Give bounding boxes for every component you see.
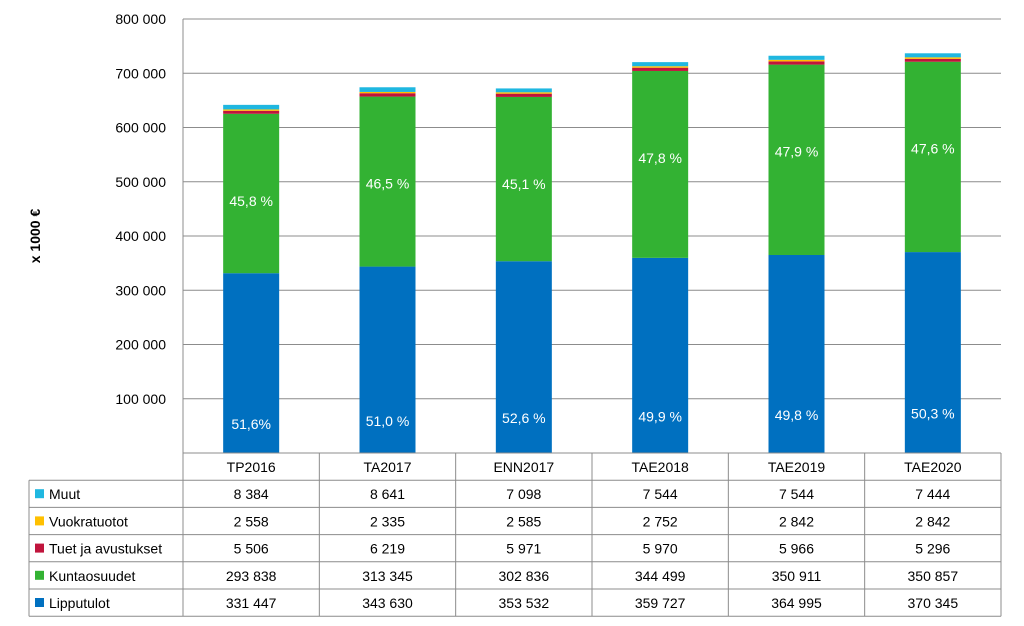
bar-segment-kuntaosuudet: [904, 61, 961, 253]
bar-segment-tuet-ja-avustukset: [223, 110, 280, 114]
y-tick-label: 800 000: [115, 11, 166, 27]
table-value-cell: 350 857: [908, 568, 959, 584]
bar-segment-lipputulot: [632, 257, 689, 453]
y-tick-label: 100 000: [115, 391, 166, 407]
data-label: 45,1 %: [502, 176, 546, 192]
table-value-cell: 2 842: [915, 513, 950, 529]
table-value-cell: 359 727: [635, 595, 686, 611]
table-value-cell: 2 842: [779, 513, 814, 529]
table-value-cell: 5 296: [915, 541, 950, 557]
table-value-cell: 2 335: [370, 513, 405, 529]
bar-segment-vuokratuotot: [359, 91, 416, 94]
bar-segment-vuokratuotot: [495, 92, 552, 94]
bar-segment-kuntaosuudet: [768, 64, 825, 255]
y-axis-title: x 1000 €: [27, 209, 43, 264]
bar-segment-vuokratuotot: [768, 59, 825, 62]
table-header-cell: ENN2017: [493, 459, 554, 475]
y-tick-label: 600 000: [115, 120, 166, 136]
legend-swatch: [35, 516, 44, 526]
table-value-cell: 8 641: [370, 486, 405, 502]
table-value-cell: 5 966: [779, 541, 814, 557]
legend-label: Kuntaosuudet: [49, 568, 136, 584]
bar-segment-lipputulot: [768, 254, 825, 453]
legend-swatch: [35, 489, 44, 499]
data-label: 49,8 %: [775, 407, 819, 423]
bar-segment-tuet-ja-avustukset: [632, 67, 689, 71]
table-value-cell: 293 838: [226, 568, 277, 584]
bar-segment-tuet-ja-avustukset: [359, 93, 416, 97]
table-header-cell: TAE2019: [768, 459, 826, 475]
legend-swatch: [35, 570, 44, 580]
y-tick-label: 200 000: [115, 337, 166, 353]
legend-swatch: [35, 598, 44, 607]
data-label: 52,6 %: [502, 410, 546, 426]
table-header-cell: TA2017: [364, 459, 412, 475]
bar-segment-lipputulot: [359, 266, 416, 453]
bar-segment-kuntaosuudet: [359, 96, 416, 267]
legend-label: Muut: [49, 486, 80, 502]
bar-segment-kuntaosuudet: [223, 113, 280, 274]
table-value-cell: 7 544: [643, 486, 678, 502]
table-value-cell: 353 532: [499, 595, 550, 611]
legend-swatch: [35, 543, 44, 553]
table-value-cell: 2 558: [234, 513, 269, 529]
table-value-cell: 313 345: [362, 568, 413, 584]
bar-segment-muut: [495, 88, 552, 93]
table-value-cell: 331 447: [226, 595, 277, 611]
table-value-cell: 7 098: [506, 486, 541, 502]
data-label: 47,6 %: [911, 141, 955, 157]
data-label: 51,0 %: [366, 413, 410, 429]
bar-segment-muut: [904, 53, 961, 58]
bar-segment-vuokratuotot: [632, 66, 689, 68]
bar-segment-muut: [768, 55, 825, 60]
bar-segment-lipputulot: [223, 273, 280, 453]
bar-segment-vuokratuotot: [904, 57, 961, 59]
bar-segment-kuntaosuudet: [495, 96, 552, 262]
table-value-cell: 302 836: [499, 568, 550, 584]
bar-segment-tuet-ja-avustukset: [495, 93, 552, 97]
bar-segment-lipputulot: [904, 252, 961, 453]
table-value-cell: 7 544: [779, 486, 814, 502]
table-value-cell: 344 499: [635, 568, 686, 584]
bar-segment-muut: [632, 62, 689, 67]
data-label: 45,8 %: [229, 193, 273, 209]
y-tick-label: 400 000: [115, 228, 166, 244]
table-value-cell: 350 911: [772, 568, 822, 584]
table-header-cell: TAE2020: [904, 459, 962, 475]
table-value-cell: 5 970: [643, 541, 678, 557]
table-value-cell: 2 752: [643, 513, 678, 529]
table-value-cell: 370 345: [908, 595, 959, 611]
bar-segment-lipputulot: [495, 261, 552, 453]
table-header-cell: TP2016: [227, 459, 276, 475]
data-label: 47,8 %: [638, 150, 682, 166]
table-header-cell: TAE2018: [631, 459, 689, 475]
legend-label: Vuokratuotot: [49, 513, 128, 529]
legend-label: Tuet ja avustukset: [49, 541, 162, 557]
bar-segment-muut: [223, 104, 280, 110]
data-label: 50,3 %: [911, 406, 955, 422]
table-value-cell: 5 506: [234, 541, 269, 557]
legend-label: Lipputulot: [49, 595, 110, 611]
table-value-cell: 6 219: [370, 541, 405, 557]
table-value-cell: 2 585: [506, 513, 541, 529]
bar-segment-muut: [359, 87, 416, 92]
bar-segment-tuet-ja-avustukset: [768, 61, 825, 65]
data-label: 51,6%: [231, 416, 271, 432]
data-label: 49,9 %: [638, 408, 682, 424]
bar-segment-tuet-ja-avustukset: [904, 58, 961, 62]
data-label: 46,5 %: [366, 176, 410, 192]
y-tick-label: 500 000: [115, 174, 166, 190]
table-value-cell: 8 384: [234, 486, 269, 502]
data-label: 47,9 %: [775, 144, 819, 160]
table-value-cell: 364 995: [771, 595, 822, 611]
table-value-cell: 5 971: [506, 541, 541, 557]
table-value-cell: 343 630: [362, 595, 413, 611]
y-tick-label: 700 000: [115, 65, 166, 81]
y-tick-label: 300 000: [115, 282, 166, 298]
bar-segment-kuntaosuudet: [632, 70, 689, 258]
bar-segment-vuokratuotot: [223, 109, 280, 111]
table-value-cell: 7 444: [915, 486, 950, 502]
